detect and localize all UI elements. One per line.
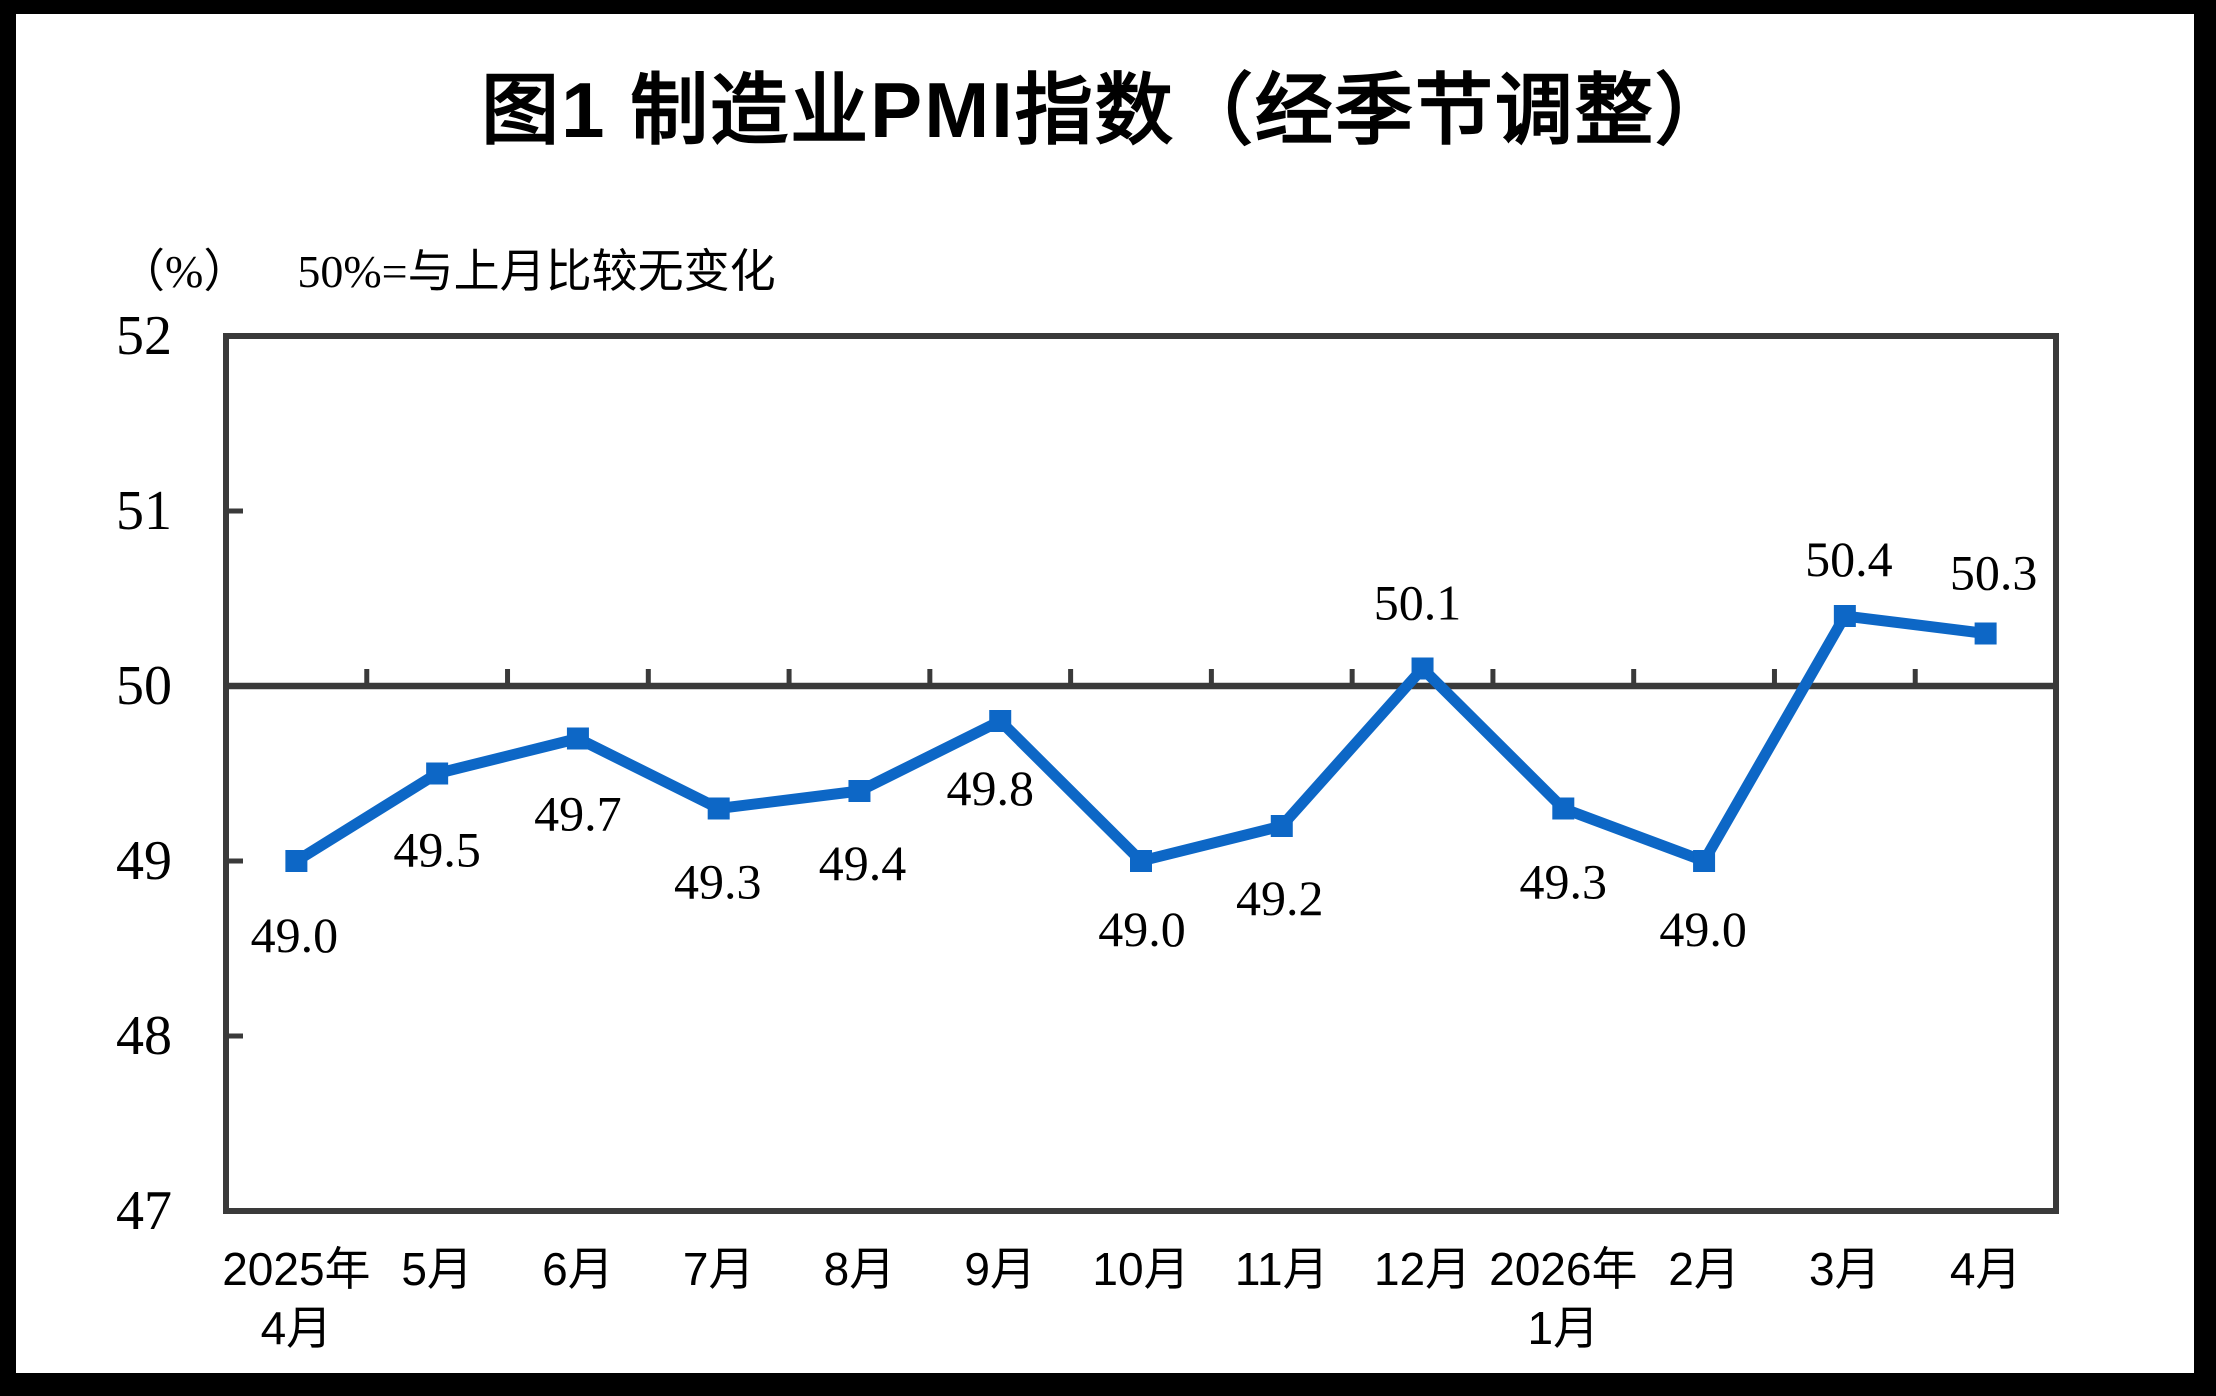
y-axis-tick-label: 49: [116, 830, 172, 892]
x-axis-tick-label: 3月: [1809, 1243, 1881, 1295]
x-axis-tick-label: 1月: [1528, 1302, 1600, 1354]
data-point-marker: [1411, 657, 1434, 680]
x-axis-tick-label: 12月: [1374, 1243, 1471, 1295]
data-point-marker: [1693, 850, 1716, 872]
data-point-label: 49.5: [393, 822, 481, 878]
data-point-marker: [1552, 797, 1575, 820]
data-point-marker: [707, 797, 730, 820]
chart-paper: [16, 14, 2194, 1373]
x-axis-tick-label: 9月: [964, 1243, 1036, 1295]
data-point-marker: [566, 727, 589, 750]
x-axis-tick-label: 5月: [401, 1243, 473, 1295]
y-axis-tick-label: 51: [116, 480, 172, 542]
x-axis-tick-label: 4月: [261, 1302, 333, 1354]
data-point-marker: [285, 850, 308, 872]
data-point-label: 49.3: [674, 854, 762, 910]
x-axis-tick-label: 6月: [542, 1243, 614, 1295]
data-point-label: 49.0: [251, 907, 339, 963]
axis-subtitle-row: （%） 50%=与上月比较无变化: [119, 243, 776, 301]
y-axis-tick-label: 50: [116, 655, 172, 717]
data-point-marker: [1833, 605, 1856, 627]
reference-note: 50%=与上月比较无变化: [297, 246, 776, 297]
y-axis-tick-label: 47: [116, 1180, 172, 1242]
chart-title: 图1 制造业PMI指数（经季节调整）: [481, 66, 1735, 154]
x-axis-tick-label: 2025年: [222, 1243, 370, 1295]
x-axis-tick-label: 4月: [1950, 1243, 2022, 1295]
data-point-marker: [989, 710, 1012, 732]
x-axis-tick-label: 10月: [1092, 1243, 1189, 1295]
data-point-label: 49.0: [1098, 901, 1186, 957]
y-axis-unit-label: （%）: [119, 246, 250, 297]
data-point-label: 49.7: [534, 786, 622, 842]
data-point-label: 49.4: [819, 835, 907, 891]
data-point-marker: [1130, 850, 1152, 872]
data-point-label: 49.2: [1236, 870, 1324, 926]
data-point-marker: [426, 762, 449, 785]
data-point-label: 49.8: [946, 760, 1034, 816]
y-axis-tick-label: 48: [116, 1005, 172, 1067]
y-axis-tick-label: 52: [116, 305, 172, 367]
data-point-label: 50.1: [1374, 575, 1462, 631]
data-point-label: 50.3: [1950, 545, 2038, 601]
data-point-label: 50.4: [1805, 531, 1893, 587]
x-axis-tick-label: 11月: [1235, 1243, 1329, 1295]
plot-frame: [223, 333, 2059, 1214]
data-point-marker: [1270, 815, 1293, 837]
x-axis-tick-label: 2026年: [1489, 1243, 1637, 1295]
data-point-label: 49.3: [1520, 854, 1608, 910]
x-axis-tick-label: 7月: [683, 1243, 755, 1295]
data-point-marker: [1974, 622, 1997, 645]
data-point-marker: [848, 780, 871, 802]
x-axis-tick-label: 8月: [824, 1243, 896, 1295]
x-axis-tick-label: 2月: [1668, 1243, 1740, 1295]
data-point-label: 49.0: [1659, 901, 1747, 957]
